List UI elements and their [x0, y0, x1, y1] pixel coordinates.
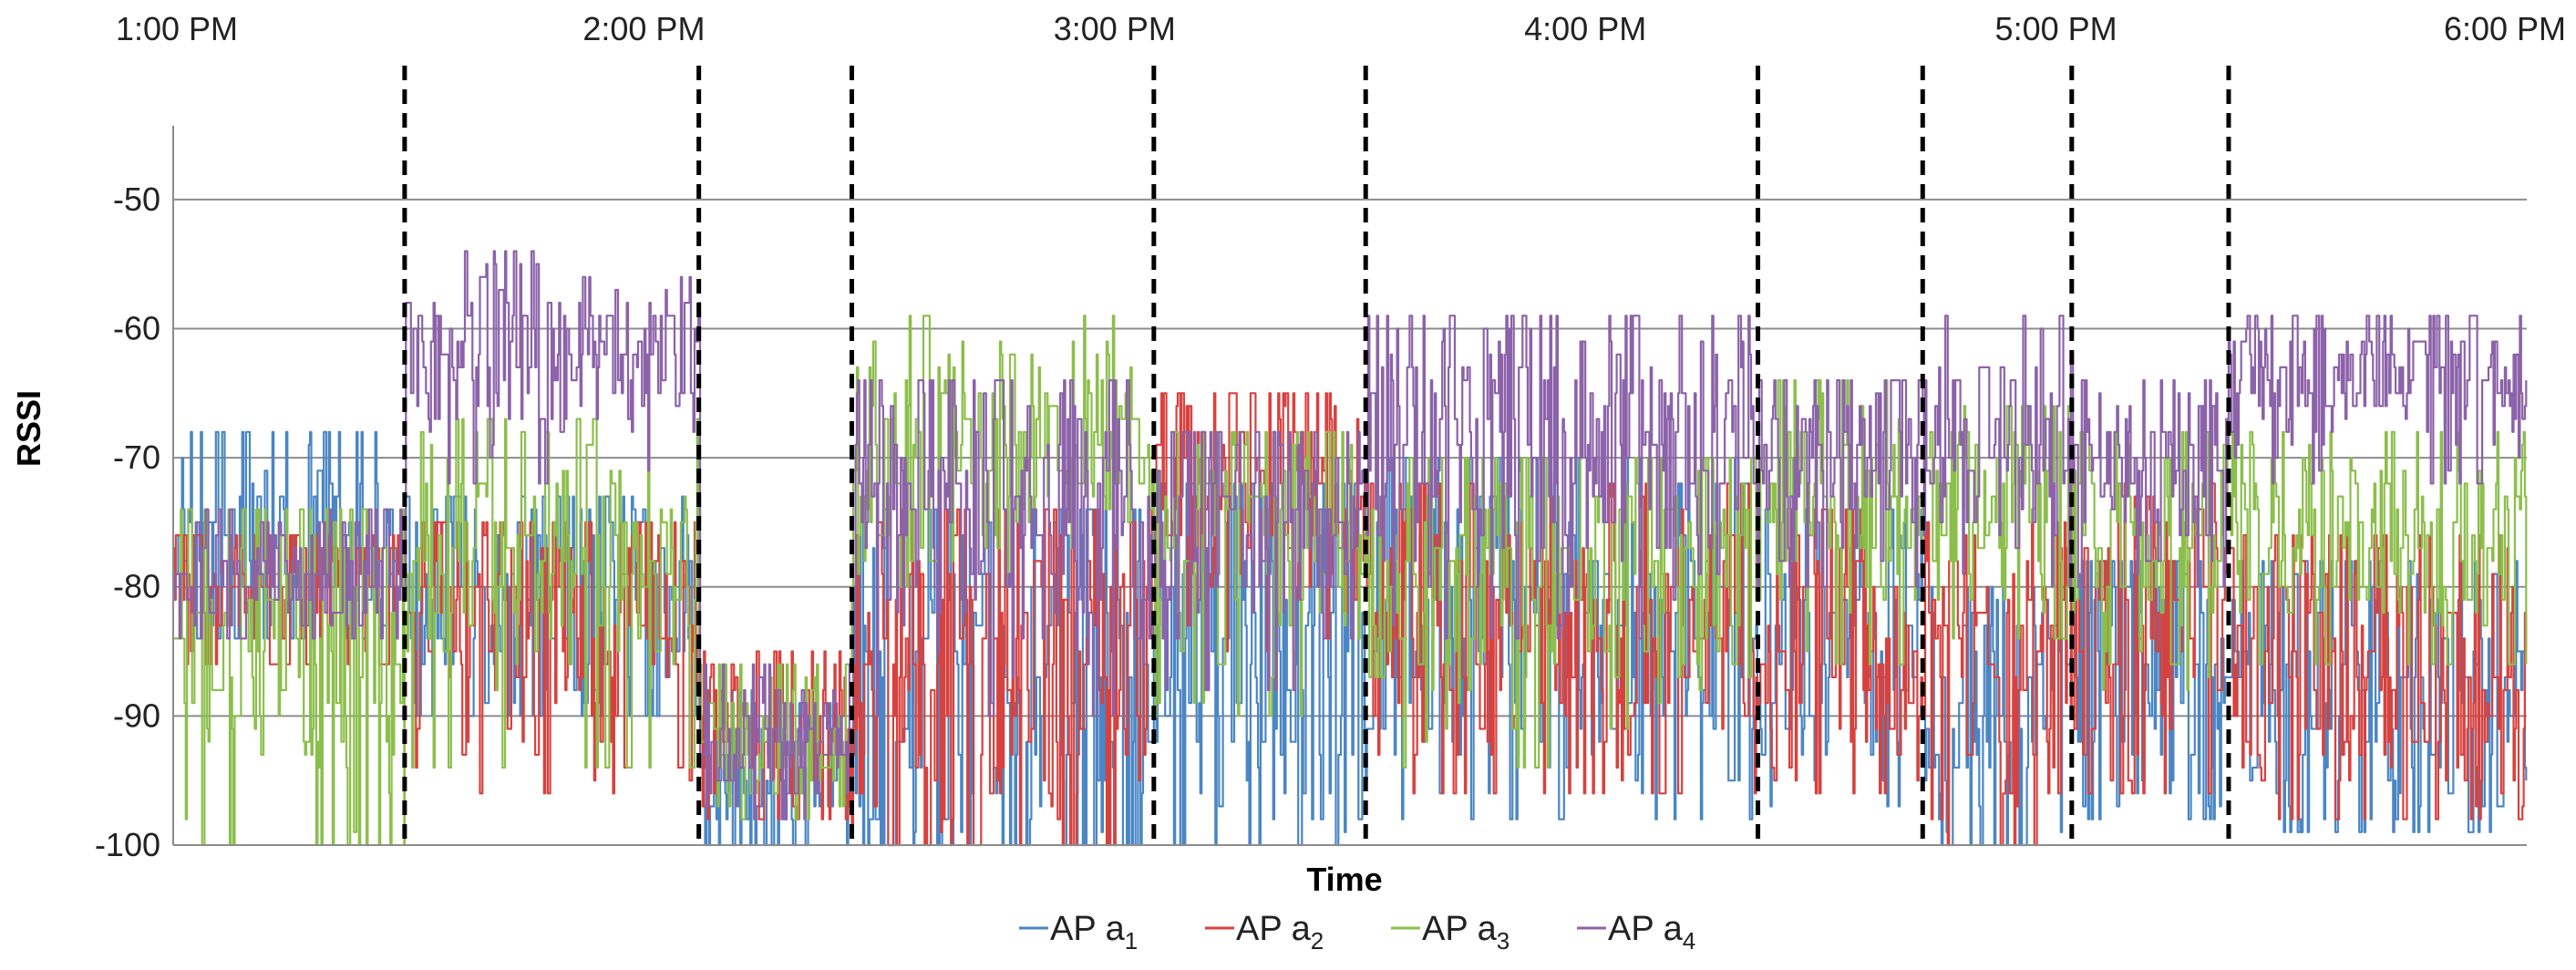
y-tick-label: -90	[113, 697, 160, 734]
x-time-label: 6:00 PM	[2444, 10, 2566, 47]
x-time-label: 2:00 PM	[582, 10, 705, 47]
series-lines	[173, 250, 2528, 847]
y-tick-label: -80	[113, 568, 160, 605]
x-time-label: 3:00 PM	[1054, 10, 1176, 47]
x-axis-title: Time	[1306, 861, 1382, 898]
legend-label-subscript: 1	[1125, 927, 1138, 955]
tick-labels: -50 -60 -70 -80 -90 -100 1:00 PM 2:00 PM 3:00 PM…	[95, 10, 2566, 863]
series-line-ap-a4	[173, 250, 2528, 820]
axes	[172, 126, 2527, 846]
y-axis-title: RSSI	[10, 390, 47, 467]
series-line-ap-a1	[173, 430, 2528, 847]
legend-label: AP a2	[1236, 910, 1324, 955]
legend-label-subscript: 3	[1497, 927, 1510, 955]
legend-label: AP a1	[1050, 910, 1138, 955]
legend-label-subscript: 4	[1683, 927, 1695, 955]
legend-label: AP a3	[1422, 910, 1510, 955]
x-time-label: 1:00 PM	[116, 10, 238, 47]
y-tick-label: -50	[113, 181, 160, 218]
legend: AP a1 AP a2 AP a3 AP a4	[1019, 910, 1695, 955]
y-tick-label: -60	[113, 309, 160, 346]
legend-label: AP a4	[1608, 910, 1695, 955]
x-time-label: 4:00 PM	[1524, 10, 1646, 47]
legend-label-subscript: 2	[1311, 927, 1324, 955]
boundary-markers	[402, 66, 2231, 845]
y-tick-label: -70	[113, 439, 160, 476]
x-time-label: 5:00 PM	[1995, 10, 2117, 47]
series-line-ap-a2	[173, 392, 2528, 847]
y-tick-label: -100	[95, 826, 160, 863]
